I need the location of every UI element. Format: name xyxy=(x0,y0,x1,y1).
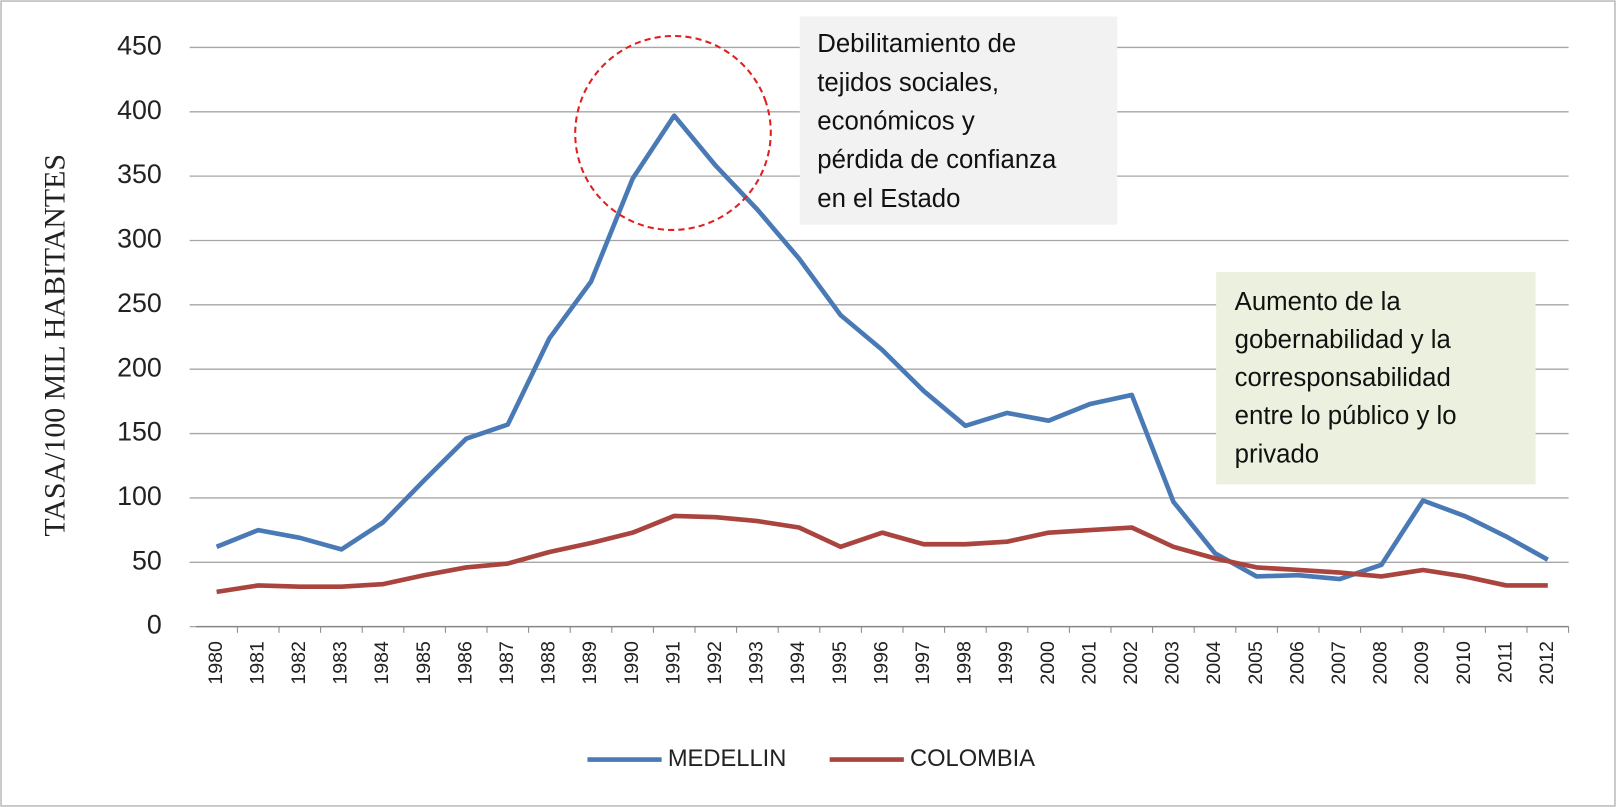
annotation-text: gobernabilidad y la xyxy=(1235,326,1452,354)
annotation-box xyxy=(1216,272,1536,485)
x-tick-label: 1992 xyxy=(704,641,726,685)
annotation-text: privado xyxy=(1235,440,1319,468)
x-tick-label: 2009 xyxy=(1411,641,1433,685)
x-tick-label: 2002 xyxy=(1120,641,1142,685)
annotation-box xyxy=(799,16,1118,225)
y-tick-label: 0 xyxy=(147,610,162,640)
x-tick-label: 2004 xyxy=(1203,641,1225,685)
x-tick-label: 2005 xyxy=(1245,641,1267,685)
x-tick-label: 2003 xyxy=(1162,641,1184,685)
x-tick-label: 1998 xyxy=(954,641,976,685)
x-tick-label: 2006 xyxy=(1286,641,1308,685)
x-tick-label: 1989 xyxy=(579,641,601,685)
x-tick-label: 1996 xyxy=(870,641,892,685)
x-tick-label: 1981 xyxy=(246,641,268,685)
y-tick-label: 50 xyxy=(132,545,162,575)
legend-label: MEDELLIN xyxy=(668,746,786,772)
x-tick-label: 2011 xyxy=(1494,641,1516,683)
annotation-text: Debilitamiento de xyxy=(817,30,1016,58)
annotation-text: en el Estado xyxy=(817,185,960,213)
y-tick-label: 200 xyxy=(117,352,162,382)
annotation-text: tejidos sociales, xyxy=(817,69,999,97)
y-tick-label: 100 xyxy=(117,481,162,511)
series-line xyxy=(215,113,1549,582)
y-tick-label: 450 xyxy=(117,31,162,61)
y-tick-label: 400 xyxy=(117,95,162,125)
x-tick-label: 2008 xyxy=(1370,641,1392,685)
y-tick-label: 250 xyxy=(117,288,162,318)
annotation-text: Aumento de la xyxy=(1235,288,1402,316)
x-tick-label: 1983 xyxy=(330,641,352,685)
x-tick-label: 1984 xyxy=(371,641,393,685)
x-tick-label: 2012 xyxy=(1536,641,1558,685)
y-tick-label: 150 xyxy=(117,417,162,447)
x-tick-label: 1990 xyxy=(621,641,643,685)
x-tick-label: 1991 xyxy=(662,641,684,685)
x-tick-label: 2001 xyxy=(1078,641,1100,685)
series-line xyxy=(216,513,1548,595)
annotation-text: corresponsabilidad xyxy=(1235,364,1451,392)
x-tick-label: 1988 xyxy=(538,641,560,685)
x-tick-label: 2007 xyxy=(1328,641,1350,685)
x-tick-label: 1985 xyxy=(413,641,435,685)
y-tick-label: 350 xyxy=(117,159,162,189)
x-tick-label: 1982 xyxy=(288,641,310,685)
x-tick-label: 1986 xyxy=(454,641,476,685)
x-tick-label: 1997 xyxy=(912,641,934,685)
highlight-ellipse xyxy=(574,34,772,231)
x-tick-label: 1987 xyxy=(496,641,518,685)
x-tick-label: 2010 xyxy=(1453,641,1475,685)
annotation-text: entre lo público y lo xyxy=(1235,402,1457,430)
y-tick-label: 300 xyxy=(117,224,162,254)
x-tick-label: 1993 xyxy=(746,641,768,685)
x-tick-label: 2000 xyxy=(1037,641,1059,685)
x-tick-label: 1980 xyxy=(205,641,227,685)
annotation-text: económicos y xyxy=(817,107,975,135)
legend-label: COLOMBIA xyxy=(910,746,1035,772)
y-axis-label: TASA/100 MIL HABITANTES xyxy=(39,154,72,536)
x-tick-label: 1999 xyxy=(995,641,1017,685)
x-tick-label: 1995 xyxy=(829,641,851,685)
x-tick-label: 1994 xyxy=(787,641,809,685)
annotation-text: pérdida de confianza xyxy=(817,146,1057,174)
